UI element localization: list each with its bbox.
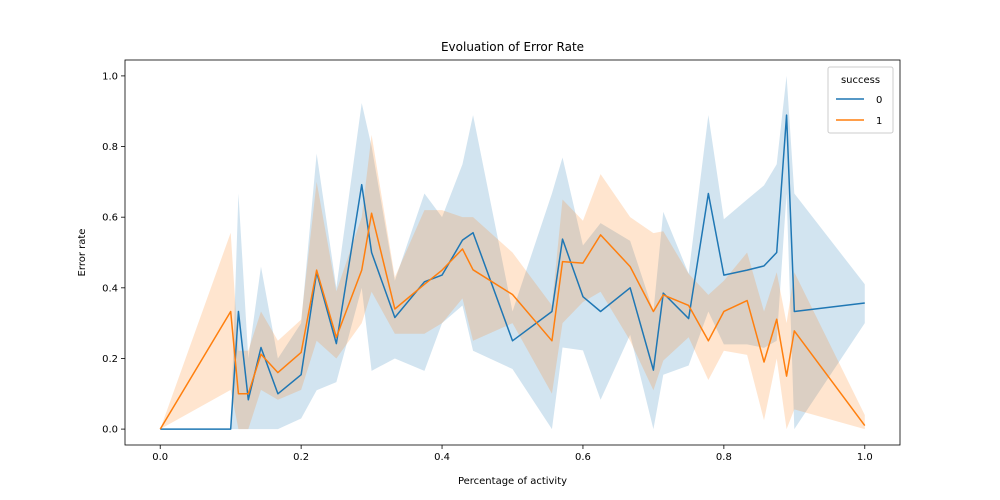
series-lines <box>159 114 866 430</box>
y-tick-label: 0.2 <box>102 354 118 365</box>
y-axis-label: Error rate <box>77 229 88 277</box>
x-tick-label: 0.4 <box>434 452 450 463</box>
x-tick-label: 0.6 <box>575 452 591 463</box>
x-tick-label: 0.0 <box>152 452 168 463</box>
y-tick-label: 0.4 <box>102 283 118 294</box>
series-line-1 <box>159 212 866 430</box>
legend-title: success <box>841 75 880 86</box>
series-line-0 <box>160 114 865 430</box>
legend-frame <box>827 66 894 134</box>
y-tick-label: 0.0 <box>102 425 118 436</box>
x-axis-label: Percentage of activity <box>458 476 567 487</box>
y-tick-label: 1.0 <box>102 71 118 82</box>
x-axis-ticks: 0.0 0.2 0.4 0.6 0.8 1.0 <box>152 445 873 463</box>
y-axis-ticks: 0.0 0.2 0.4 0.6 0.8 1.0 <box>102 71 125 436</box>
x-tick-label: 1.0 <box>857 452 873 463</box>
y-tick-label: 0.6 <box>102 213 118 224</box>
x-tick-label: 0.2 <box>293 452 309 463</box>
chart-title: Evoluation of Error Rate <box>441 40 584 54</box>
y-tick-label: 0.8 <box>102 142 118 153</box>
legend: success 0 1 <box>827 66 894 134</box>
confidence-band-1 <box>160 134 865 430</box>
legend-label-1: 1 <box>876 116 882 127</box>
x-tick-label: 0.8 <box>716 452 732 463</box>
legend-label-0: 0 <box>876 95 882 106</box>
plot-frame <box>124 59 901 446</box>
